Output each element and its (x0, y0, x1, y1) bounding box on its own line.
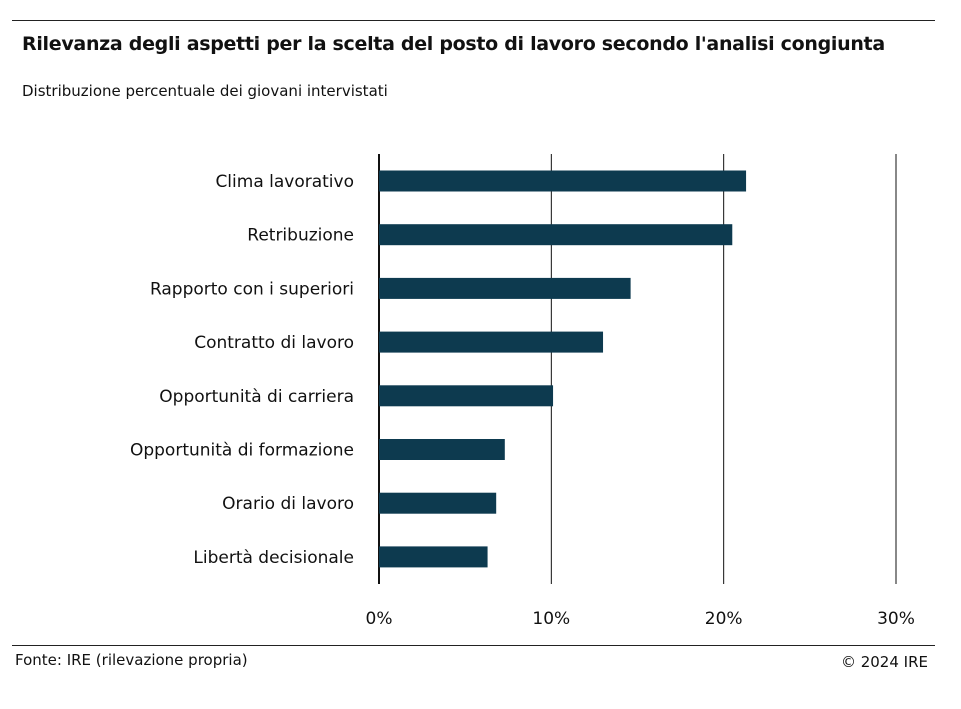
category-label: Contratto di lavoro (194, 333, 354, 353)
bars (379, 170, 747, 568)
bar (379, 492, 497, 514)
category-label: Opportunità di formazione (130, 441, 354, 461)
bar (379, 385, 554, 407)
bar (379, 170, 747, 192)
x-tick-labels: 0% 10% 20% 30% (366, 609, 915, 629)
x-tick-label: 10% (532, 609, 570, 629)
grid-lines (378, 154, 897, 584)
category-label: Clima lavorativo (215, 172, 354, 192)
bar (379, 439, 505, 460)
category-label: Rapporto con i superiori (150, 279, 354, 299)
category-label: Libertà decisionale (193, 548, 354, 568)
top-rule (12, 20, 935, 21)
copyright-note: © 2024 IRE (840, 653, 928, 671)
category-label: Orario di lavoro (222, 494, 354, 514)
bar (379, 546, 488, 568)
category-label: Opportunità di carriera (159, 387, 354, 407)
x-tick-label: 20% (705, 609, 743, 629)
chart-subtitle: Distribuzione percentuale dei giovani in… (22, 82, 388, 100)
category-label: Retribuzione (247, 226, 354, 246)
bar-chart: Clima lavorativo Retribuzione Rapporto con… (130, 154, 915, 629)
category-labels: Clima lavorativo Retribuzione Rapporto con… (130, 172, 354, 568)
bar (379, 277, 631, 299)
source-note: Fonte: IRE (rilevazione propria) (15, 651, 248, 669)
chart-title: Rilevanza degli aspetti per la scelta de… (22, 33, 885, 55)
x-tick-label: 0% (366, 609, 393, 629)
bar (379, 331, 604, 353)
bar (379, 224, 733, 246)
x-tick-label: 30% (877, 609, 915, 629)
bottom-rule (12, 645, 935, 646)
